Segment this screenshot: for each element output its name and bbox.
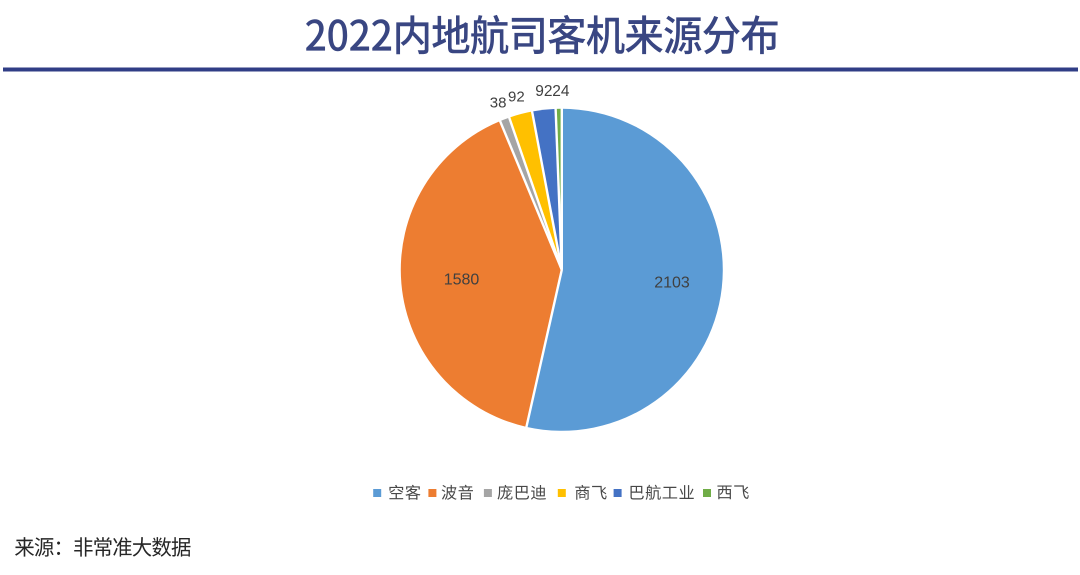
svg-text:92: 92 [508, 89, 525, 106]
svg-text:1580: 1580 [444, 272, 480, 289]
svg-text:92: 92 [535, 83, 552, 100]
svg-text:2103: 2103 [654, 274, 690, 291]
svg-text:38: 38 [490, 94, 507, 111]
svg-text:24: 24 [552, 83, 570, 100]
